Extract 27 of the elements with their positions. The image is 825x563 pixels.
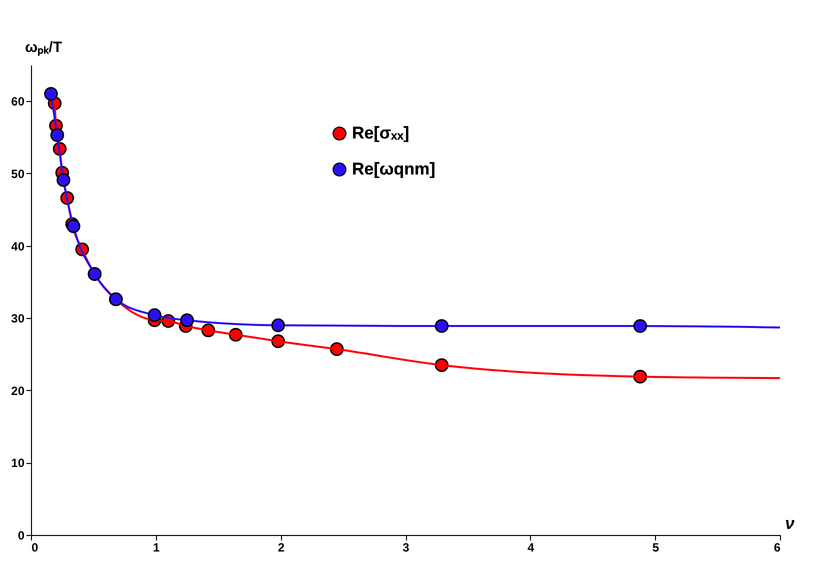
x-tick-label: 3 bbox=[402, 540, 410, 554]
point bbox=[180, 313, 194, 328]
y-tick-label: 10 bbox=[11, 456, 25, 470]
y-tick-label: 40 bbox=[11, 239, 25, 254]
x-tick-label: 6 bbox=[774, 540, 781, 554]
point bbox=[56, 173, 70, 187]
point bbox=[434, 319, 449, 333]
point bbox=[66, 219, 80, 234]
x-tick-label: 1 bbox=[152, 540, 160, 554]
x-tick-label: 2 bbox=[278, 540, 285, 554]
x-tick-label: 4 bbox=[527, 540, 534, 554]
point bbox=[50, 128, 64, 142]
legend-label: Re[ωqnm] bbox=[352, 160, 436, 178]
y-tick-label: 50 bbox=[11, 166, 25, 181]
point bbox=[44, 87, 58, 101]
point bbox=[148, 308, 162, 322]
y-tick-label: 60 bbox=[11, 94, 25, 109]
x-axis-title: ν bbox=[785, 514, 795, 533]
y-tick-label: 30 bbox=[11, 312, 25, 326]
x-tick-label: 0 bbox=[32, 540, 38, 554]
point bbox=[633, 319, 648, 333]
y-tick-label: 0 bbox=[18, 528, 25, 542]
legend-label: Re[σₓₓ] bbox=[352, 124, 410, 142]
x-tick-label: 5 bbox=[652, 540, 660, 554]
point bbox=[271, 318, 286, 332]
y-tick-label: 20 bbox=[11, 384, 25, 398]
y-axis-title: ωₚₖ/T bbox=[25, 39, 62, 56]
